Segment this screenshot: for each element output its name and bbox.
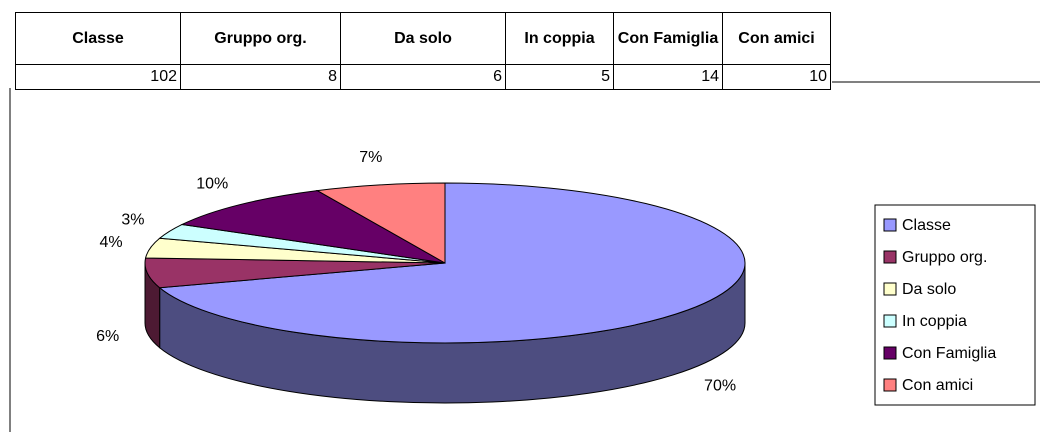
header-cell: In coppia bbox=[505, 12, 614, 65]
data-label: 3% bbox=[121, 211, 144, 228]
legend-label: In coppia bbox=[902, 313, 967, 330]
data-label: 70% bbox=[704, 378, 736, 395]
legend-label: Gruppo org. bbox=[902, 249, 987, 266]
data-label: 10% bbox=[196, 175, 228, 192]
value-cell: 10 bbox=[722, 64, 831, 90]
legend-swatch bbox=[883, 218, 897, 232]
legend-box bbox=[874, 204, 1036, 406]
legend-label: Classe bbox=[902, 217, 951, 234]
pie-slice bbox=[315, 182, 446, 264]
legend-swatch bbox=[883, 346, 897, 360]
value-row: 102 8 6 5 14 10 bbox=[15, 64, 831, 90]
header-cell: Gruppo org. bbox=[180, 12, 341, 65]
legend-swatch bbox=[883, 250, 897, 264]
data-label: 6% bbox=[96, 328, 119, 345]
legend-label: Da solo bbox=[902, 281, 956, 298]
legend-label: Con amici bbox=[902, 377, 973, 394]
legend-swatch bbox=[883, 314, 897, 328]
legend-swatch bbox=[883, 282, 897, 296]
header-row: Classe Gruppo org. Da solo In coppia Con Fam… bbox=[15, 12, 831, 65]
data-label: 7% bbox=[359, 149, 382, 166]
value-cell: 8 bbox=[180, 64, 341, 90]
legend-label: Con Famiglia bbox=[902, 345, 996, 362]
legend-swatch bbox=[883, 378, 897, 392]
header-cell: Con amici bbox=[722, 12, 831, 65]
data-label: 4% bbox=[99, 234, 122, 251]
data-table: Classe Gruppo org. Da solo In coppia Con Fam… bbox=[15, 12, 831, 90]
value-cell: 102 bbox=[15, 64, 181, 90]
pie-slice bbox=[180, 190, 446, 264]
pie-slice bbox=[158, 182, 746, 344]
header-cell: Da solo bbox=[340, 12, 506, 65]
header-cell: Classe bbox=[15, 12, 181, 65]
value-cell: 5 bbox=[505, 64, 614, 90]
value-cell: 6 bbox=[340, 64, 506, 90]
header-cell: Con Famiglia bbox=[613, 12, 723, 65]
value-cell: 14 bbox=[613, 64, 723, 90]
